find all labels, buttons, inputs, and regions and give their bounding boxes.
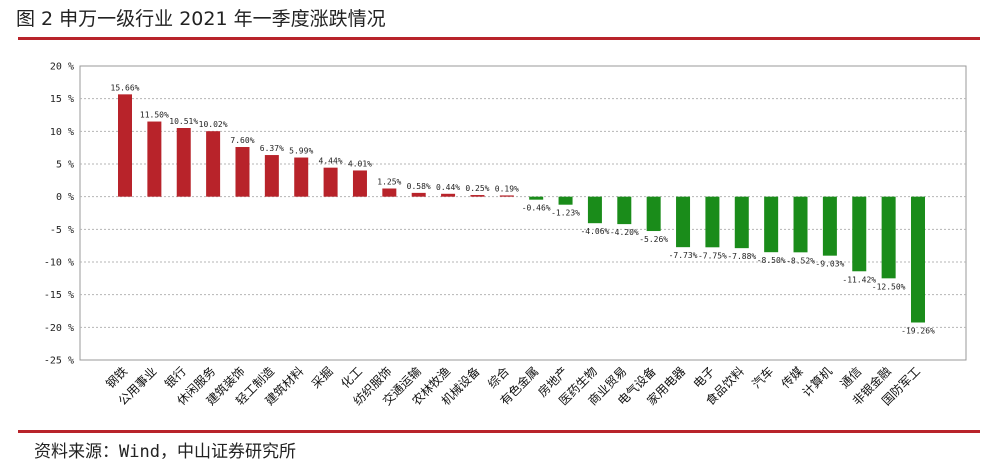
data-label: 0.58%	[407, 182, 431, 191]
bar	[587, 196, 602, 224]
y-tick-label: 5 %	[56, 160, 74, 171]
bar	[264, 155, 279, 197]
bar	[499, 195, 514, 197]
top-rule	[18, 37, 980, 40]
bottom-rule	[18, 430, 980, 433]
bar	[646, 196, 661, 232]
bar	[852, 196, 867, 272]
y-tick-label: -20 %	[44, 323, 74, 334]
data-label: -4.20%	[610, 228, 639, 237]
bar	[558, 196, 573, 205]
data-label: -19.26%	[901, 326, 935, 335]
data-label: 7.60%	[230, 136, 254, 145]
data-label: -4.06%	[580, 227, 609, 236]
data-labels: 15.66% 11.50%10.51% 10.02%7.60% 6.37% 5.99% 4…	[111, 83, 935, 335]
bar	[617, 196, 632, 225]
bar	[235, 147, 250, 197]
x-tick-label: 计算机	[799, 364, 835, 400]
data-label: 4.01%	[348, 159, 372, 168]
data-label: -7.88%	[727, 252, 756, 261]
data-label: 6.37%	[260, 144, 284, 153]
figure-title: 图 2 申万一级行业 2021 年一季度涨跌情况	[16, 8, 386, 30]
data-label: -11.42%	[842, 275, 876, 284]
bar	[176, 128, 191, 197]
plot-frame	[79, 65, 967, 361]
bar	[529, 196, 544, 200]
data-label: 0.44%	[436, 183, 460, 192]
x-tick-label: 采掘	[308, 364, 336, 392]
bar	[911, 196, 925, 323]
data-label: -1.23%	[551, 209, 580, 218]
y-tick-label: 15 %	[50, 94, 74, 105]
y-axis: 20 % 15 % 10 % 5 % 0 % -5 % -10 % -15 % -20 % -25…	[44, 62, 74, 367]
bar	[441, 193, 456, 197]
bar	[734, 196, 749, 249]
bar	[352, 170, 367, 197]
data-label: 5.99%	[289, 147, 313, 156]
data-label: 15.66%	[111, 83, 140, 92]
bar	[822, 196, 837, 256]
bar	[705, 196, 720, 248]
data-label: -12.50%	[872, 282, 906, 291]
data-label: -5.26%	[639, 235, 668, 244]
y-tick-label: -25 %	[44, 356, 74, 367]
data-label: 0.25%	[465, 184, 489, 193]
bar	[294, 157, 309, 197]
y-tick-label: 20 %	[50, 62, 74, 73]
bars	[118, 94, 925, 323]
bar	[323, 167, 338, 197]
data-label: 11.50%	[140, 111, 169, 120]
data-label: 1.25%	[377, 178, 401, 187]
bar	[764, 196, 779, 253]
y-tick-label: -5 %	[50, 225, 74, 236]
data-label: -0.46%	[522, 204, 551, 213]
bar-chart: 20 % 15 % 10 % 5 % 0 % -5 % -10 % -15 % -20 % -25…	[44, 62, 967, 409]
y-tick-label: -15 %	[44, 290, 74, 301]
data-label: 10.51%	[169, 117, 198, 126]
y-tick-label: 10 %	[50, 127, 74, 138]
data-label: -8.52%	[786, 256, 815, 265]
data-label: 4.44%	[319, 157, 343, 166]
source-note: 资料来源：Wind，中山证券研究所	[34, 442, 296, 462]
bar	[206, 131, 221, 197]
data-label: -8.50%	[757, 256, 786, 265]
y-tick-label: -10 %	[44, 258, 74, 269]
bar	[382, 188, 397, 197]
bar	[470, 195, 485, 197]
bar	[793, 196, 808, 253]
data-label: -9.03%	[815, 260, 844, 269]
bar	[411, 192, 426, 197]
bar	[881, 196, 896, 279]
y-tick-label: 0 %	[56, 192, 74, 203]
data-label: -7.75%	[698, 251, 727, 260]
data-label: -7.73%	[669, 251, 698, 260]
bar	[147, 121, 162, 197]
bar	[118, 94, 132, 197]
data-label: 0.19%	[495, 184, 519, 193]
bar	[676, 196, 691, 248]
x-tick-label: 汽车	[749, 364, 777, 392]
data-label: 10.02%	[199, 120, 228, 129]
